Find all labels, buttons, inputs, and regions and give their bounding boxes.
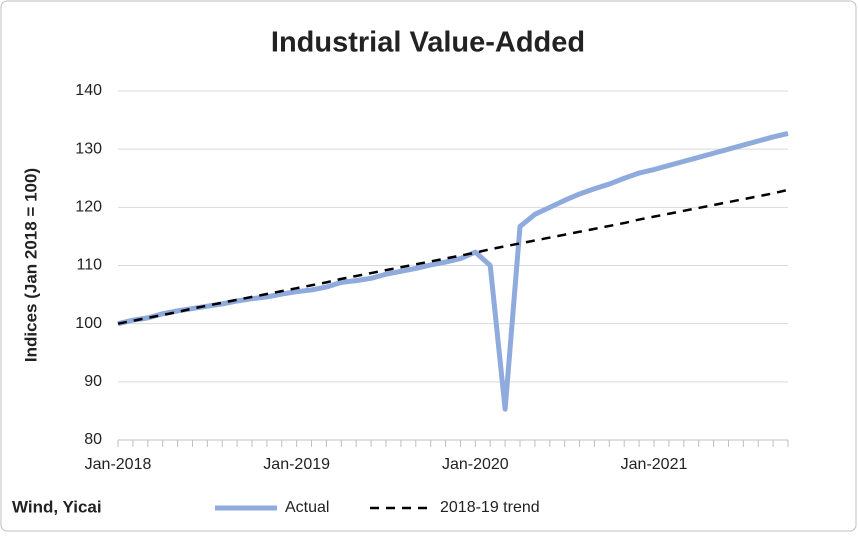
- y-tick-label: 120: [75, 199, 102, 216]
- series-line: [117, 188, 789, 325]
- legend-label: Actual: [285, 499, 329, 516]
- x-tick-label: Jan-2020: [442, 456, 509, 473]
- x-tick-label: Jan-2018: [85, 456, 152, 473]
- chart-title: Industrial Value-Added: [271, 27, 585, 59]
- legend-label: 2018-19 trend: [440, 499, 540, 516]
- y-tick-label: 140: [75, 82, 102, 99]
- y-tick-label: 90: [84, 373, 102, 390]
- y-tick-label: 130: [75, 140, 102, 157]
- y-tick-label: 100: [75, 315, 102, 332]
- y-tick-label: 80: [84, 431, 102, 448]
- y-axis-label: Indices (Jan 2018 = 100): [21, 168, 40, 362]
- y-tick-label: 110: [76, 257, 102, 274]
- x-tick-label: Jan-2021: [621, 456, 688, 473]
- source: Wind, Yicai: [12, 497, 102, 516]
- x-tick-label: Jan-2019: [263, 456, 330, 473]
